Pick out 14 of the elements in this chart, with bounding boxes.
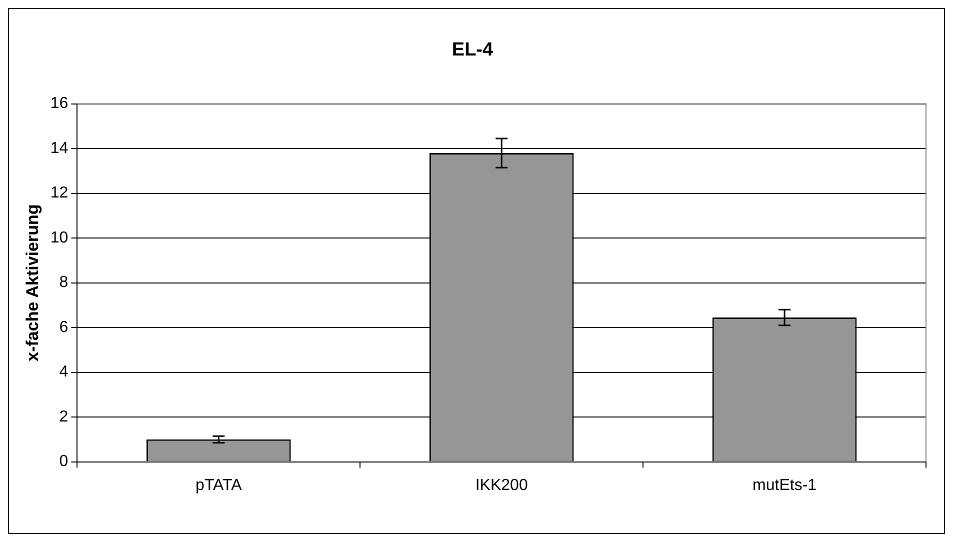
y-tick-label: 8 bbox=[59, 274, 68, 292]
y-tick-label: 16 bbox=[50, 95, 68, 112]
y-tick-label: 4 bbox=[59, 364, 68, 381]
y-tick-label: 2 bbox=[59, 408, 68, 426]
x-tick-label: mutEts-1 bbox=[752, 476, 817, 494]
y-tick-label: 10 bbox=[50, 229, 68, 246]
x-tick-label: pTATA bbox=[196, 476, 242, 494]
y-tick-label: 14 bbox=[50, 140, 68, 157]
y-axis-title: x-fache Aktivierung bbox=[22, 204, 42, 362]
y-tick-label: 12 bbox=[50, 184, 68, 202]
y-tick-label: 0 bbox=[59, 453, 68, 470]
chart-title: EL-4 bbox=[452, 40, 494, 61]
y-tick-label: 6 bbox=[59, 318, 68, 336]
x-tick-label: IKK200 bbox=[475, 476, 528, 494]
